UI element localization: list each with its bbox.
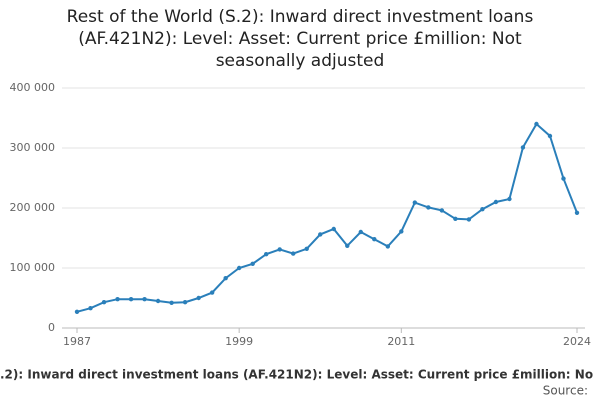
- point: [318, 232, 323, 237]
- point: [466, 217, 472, 222]
- point: [115, 297, 120, 302]
- point: [507, 196, 512, 202]
- x-tick-label: 2024: [563, 335, 591, 348]
- point: [385, 244, 391, 249]
- point: [561, 176, 566, 181]
- point: [534, 121, 539, 127]
- point: [236, 265, 242, 271]
- point: [263, 252, 269, 257]
- point: [372, 237, 377, 242]
- x-tick-label: 1987: [63, 335, 91, 348]
- point: [480, 207, 485, 212]
- source: Source:: [543, 384, 588, 398]
- point: [426, 205, 431, 210]
- y-tick-label: 300 000: [10, 141, 56, 154]
- point: [88, 306, 93, 311]
- point: [399, 229, 404, 234]
- point: [453, 216, 458, 221]
- point: [169, 300, 174, 305]
- y-tick-label: 0: [48, 321, 55, 334]
- point: [493, 199, 499, 205]
- point: [155, 298, 161, 304]
- point: [439, 208, 445, 213]
- point: [304, 246, 309, 251]
- point: [574, 210, 580, 215]
- point: [101, 300, 107, 305]
- point: [142, 297, 147, 302]
- point: [223, 276, 228, 281]
- y-tick-label: 200 000: [10, 201, 56, 214]
- x-tick-label: 2011: [387, 335, 415, 348]
- point: [128, 297, 134, 302]
- point: [331, 226, 336, 232]
- point: [358, 229, 363, 235]
- point: [277, 247, 282, 252]
- point: [74, 309, 80, 314]
- point: [547, 133, 553, 139]
- series-line: [76, 122, 578, 313]
- point: [209, 290, 215, 295]
- point: [520, 145, 526, 150]
- point: [182, 300, 188, 305]
- chart-title: Rest of the World (S.2): Inward direct i…: [66, 7, 534, 71]
- point: [345, 243, 350, 248]
- y-tick-label: 400 000: [10, 81, 56, 94]
- point: [196, 295, 201, 301]
- x-tick-label: 1999: [225, 335, 253, 348]
- point: [291, 251, 296, 256]
- point: [412, 200, 418, 205]
- point: [250, 261, 255, 266]
- y-tick-label: 100 000: [10, 261, 56, 274]
- x-axis-label: .2): Inward direct investment loans (AF.…: [0, 368, 593, 382]
